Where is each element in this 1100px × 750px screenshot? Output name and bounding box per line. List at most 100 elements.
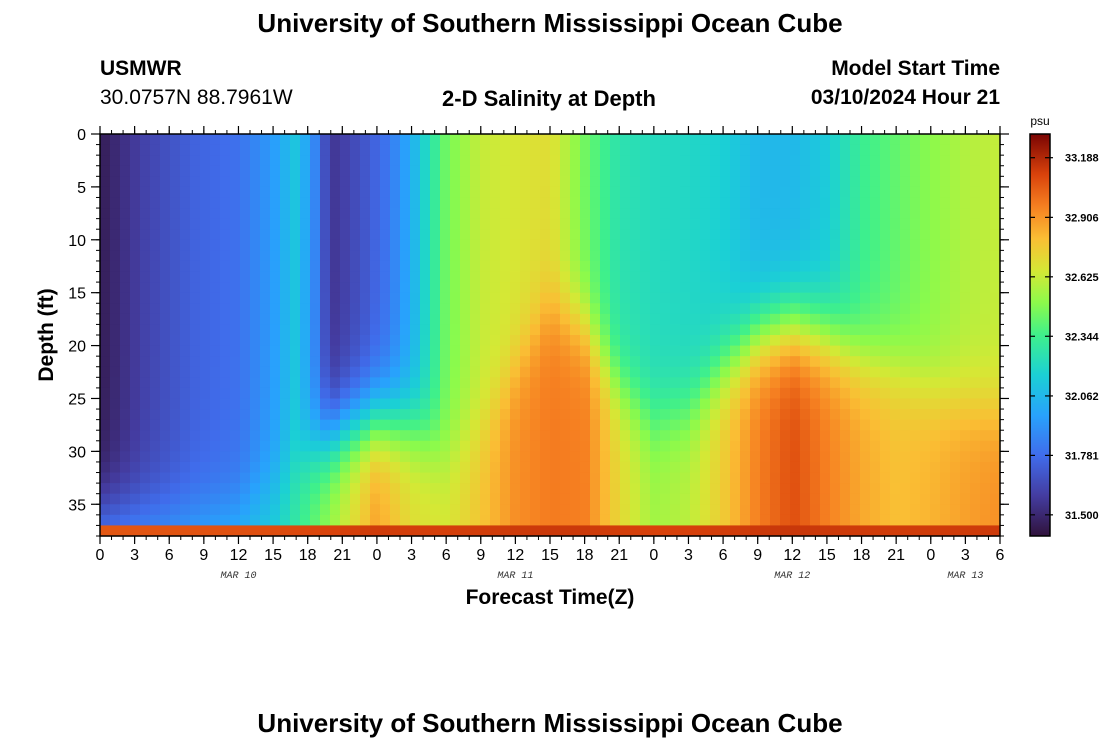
heat-cell bbox=[700, 525, 711, 537]
heat-cell bbox=[670, 356, 681, 368]
heat-cell bbox=[430, 440, 441, 452]
page-title: University of Southern Mississippi Ocean… bbox=[257, 8, 843, 38]
heat-cell bbox=[740, 356, 751, 368]
heat-cell bbox=[330, 493, 341, 505]
heat-cell bbox=[680, 176, 691, 188]
heat-cell bbox=[430, 303, 441, 315]
heat-cell bbox=[330, 430, 341, 442]
heat-cell bbox=[460, 197, 471, 209]
heat-cell bbox=[770, 387, 781, 400]
heat-cell bbox=[580, 366, 591, 378]
heat-cell bbox=[270, 313, 281, 326]
heat-cell bbox=[350, 218, 361, 230]
heat-cell bbox=[520, 155, 531, 167]
heat-cell bbox=[320, 155, 331, 167]
heat-cell bbox=[520, 345, 531, 357]
heat-cell bbox=[320, 208, 331, 220]
heat-cell bbox=[520, 472, 531, 484]
heat-cell bbox=[970, 345, 981, 357]
x-tick-label: 0 bbox=[649, 547, 658, 564]
heat-cell bbox=[220, 271, 231, 283]
heat-cell bbox=[880, 155, 891, 167]
heat-cell bbox=[520, 483, 531, 495]
heat-cell bbox=[360, 144, 371, 156]
heat-cell bbox=[380, 292, 391, 304]
heat-cell bbox=[960, 377, 971, 389]
heat-cell bbox=[930, 260, 941, 273]
heat-cell bbox=[840, 134, 851, 146]
heat-cell bbox=[330, 218, 341, 230]
heat-cell bbox=[340, 229, 351, 241]
heat-cell bbox=[490, 324, 501, 336]
heat-cell bbox=[700, 271, 711, 283]
heat-cell bbox=[630, 134, 641, 146]
heat-cell bbox=[610, 419, 621, 431]
heat-cell bbox=[860, 493, 871, 505]
heat-cell bbox=[790, 218, 801, 230]
heat-cell bbox=[180, 250, 191, 262]
heat-cell bbox=[780, 144, 791, 156]
heat-cell bbox=[880, 377, 891, 389]
heat-cell bbox=[740, 260, 751, 273]
heat-cell bbox=[490, 525, 501, 537]
heat-cell bbox=[760, 282, 771, 294]
heat-cell bbox=[540, 483, 551, 495]
heat-cell bbox=[570, 324, 581, 336]
heat-cell bbox=[890, 377, 901, 389]
heat-cell bbox=[410, 335, 421, 347]
heat-cell bbox=[630, 186, 641, 199]
heat-cell bbox=[930, 186, 941, 199]
heat-cell bbox=[410, 324, 421, 336]
heat-cell bbox=[470, 387, 481, 400]
heat-cell bbox=[890, 144, 901, 156]
heat-cell bbox=[810, 176, 821, 188]
heat-cell bbox=[860, 440, 871, 452]
heat-cell bbox=[970, 218, 981, 230]
heat-cell bbox=[690, 271, 701, 283]
heat-cell bbox=[880, 176, 891, 188]
heat-cell bbox=[440, 493, 451, 505]
heat-cell bbox=[980, 271, 991, 283]
heat-cell bbox=[850, 451, 861, 463]
heat-cell bbox=[620, 483, 631, 495]
heat-cell bbox=[510, 493, 521, 505]
heat-cell bbox=[230, 430, 241, 442]
heat-cell bbox=[660, 335, 671, 347]
heat-cell bbox=[400, 250, 411, 262]
heat-cell bbox=[990, 514, 1001, 527]
heat-cell bbox=[370, 409, 381, 421]
heat-cell bbox=[600, 440, 611, 452]
heat-cell bbox=[820, 271, 831, 283]
heat-cell bbox=[120, 461, 131, 474]
heat-cell bbox=[550, 282, 561, 294]
heat-cell bbox=[640, 430, 651, 442]
heat-cell bbox=[340, 239, 351, 251]
heat-cell bbox=[370, 250, 381, 262]
heat-cell bbox=[470, 451, 481, 463]
heat-cell bbox=[680, 387, 691, 400]
heat-cell bbox=[120, 186, 131, 199]
heat-cell bbox=[590, 155, 601, 167]
heat-cell bbox=[620, 324, 631, 336]
heat-cell bbox=[660, 525, 671, 537]
heat-cell bbox=[720, 271, 731, 283]
heat-cell bbox=[450, 134, 461, 146]
heat-cell bbox=[100, 493, 111, 505]
heat-cell bbox=[640, 324, 651, 336]
heat-cell bbox=[240, 144, 251, 156]
heat-cell bbox=[670, 419, 681, 431]
heat-cell bbox=[100, 197, 111, 209]
heat-cell bbox=[550, 345, 561, 357]
heat-cell bbox=[330, 440, 341, 452]
heat-cell bbox=[640, 504, 651, 516]
heat-cell bbox=[620, 409, 631, 421]
heat-cell bbox=[490, 165, 501, 177]
heat-cell bbox=[330, 197, 341, 209]
heat-cell bbox=[940, 398, 951, 410]
heat-cell bbox=[730, 250, 741, 262]
heat-cell bbox=[340, 419, 351, 431]
heat-cell bbox=[130, 483, 141, 495]
heat-cell bbox=[260, 430, 271, 442]
heat-cell bbox=[420, 271, 431, 283]
heat-cell bbox=[330, 409, 341, 421]
